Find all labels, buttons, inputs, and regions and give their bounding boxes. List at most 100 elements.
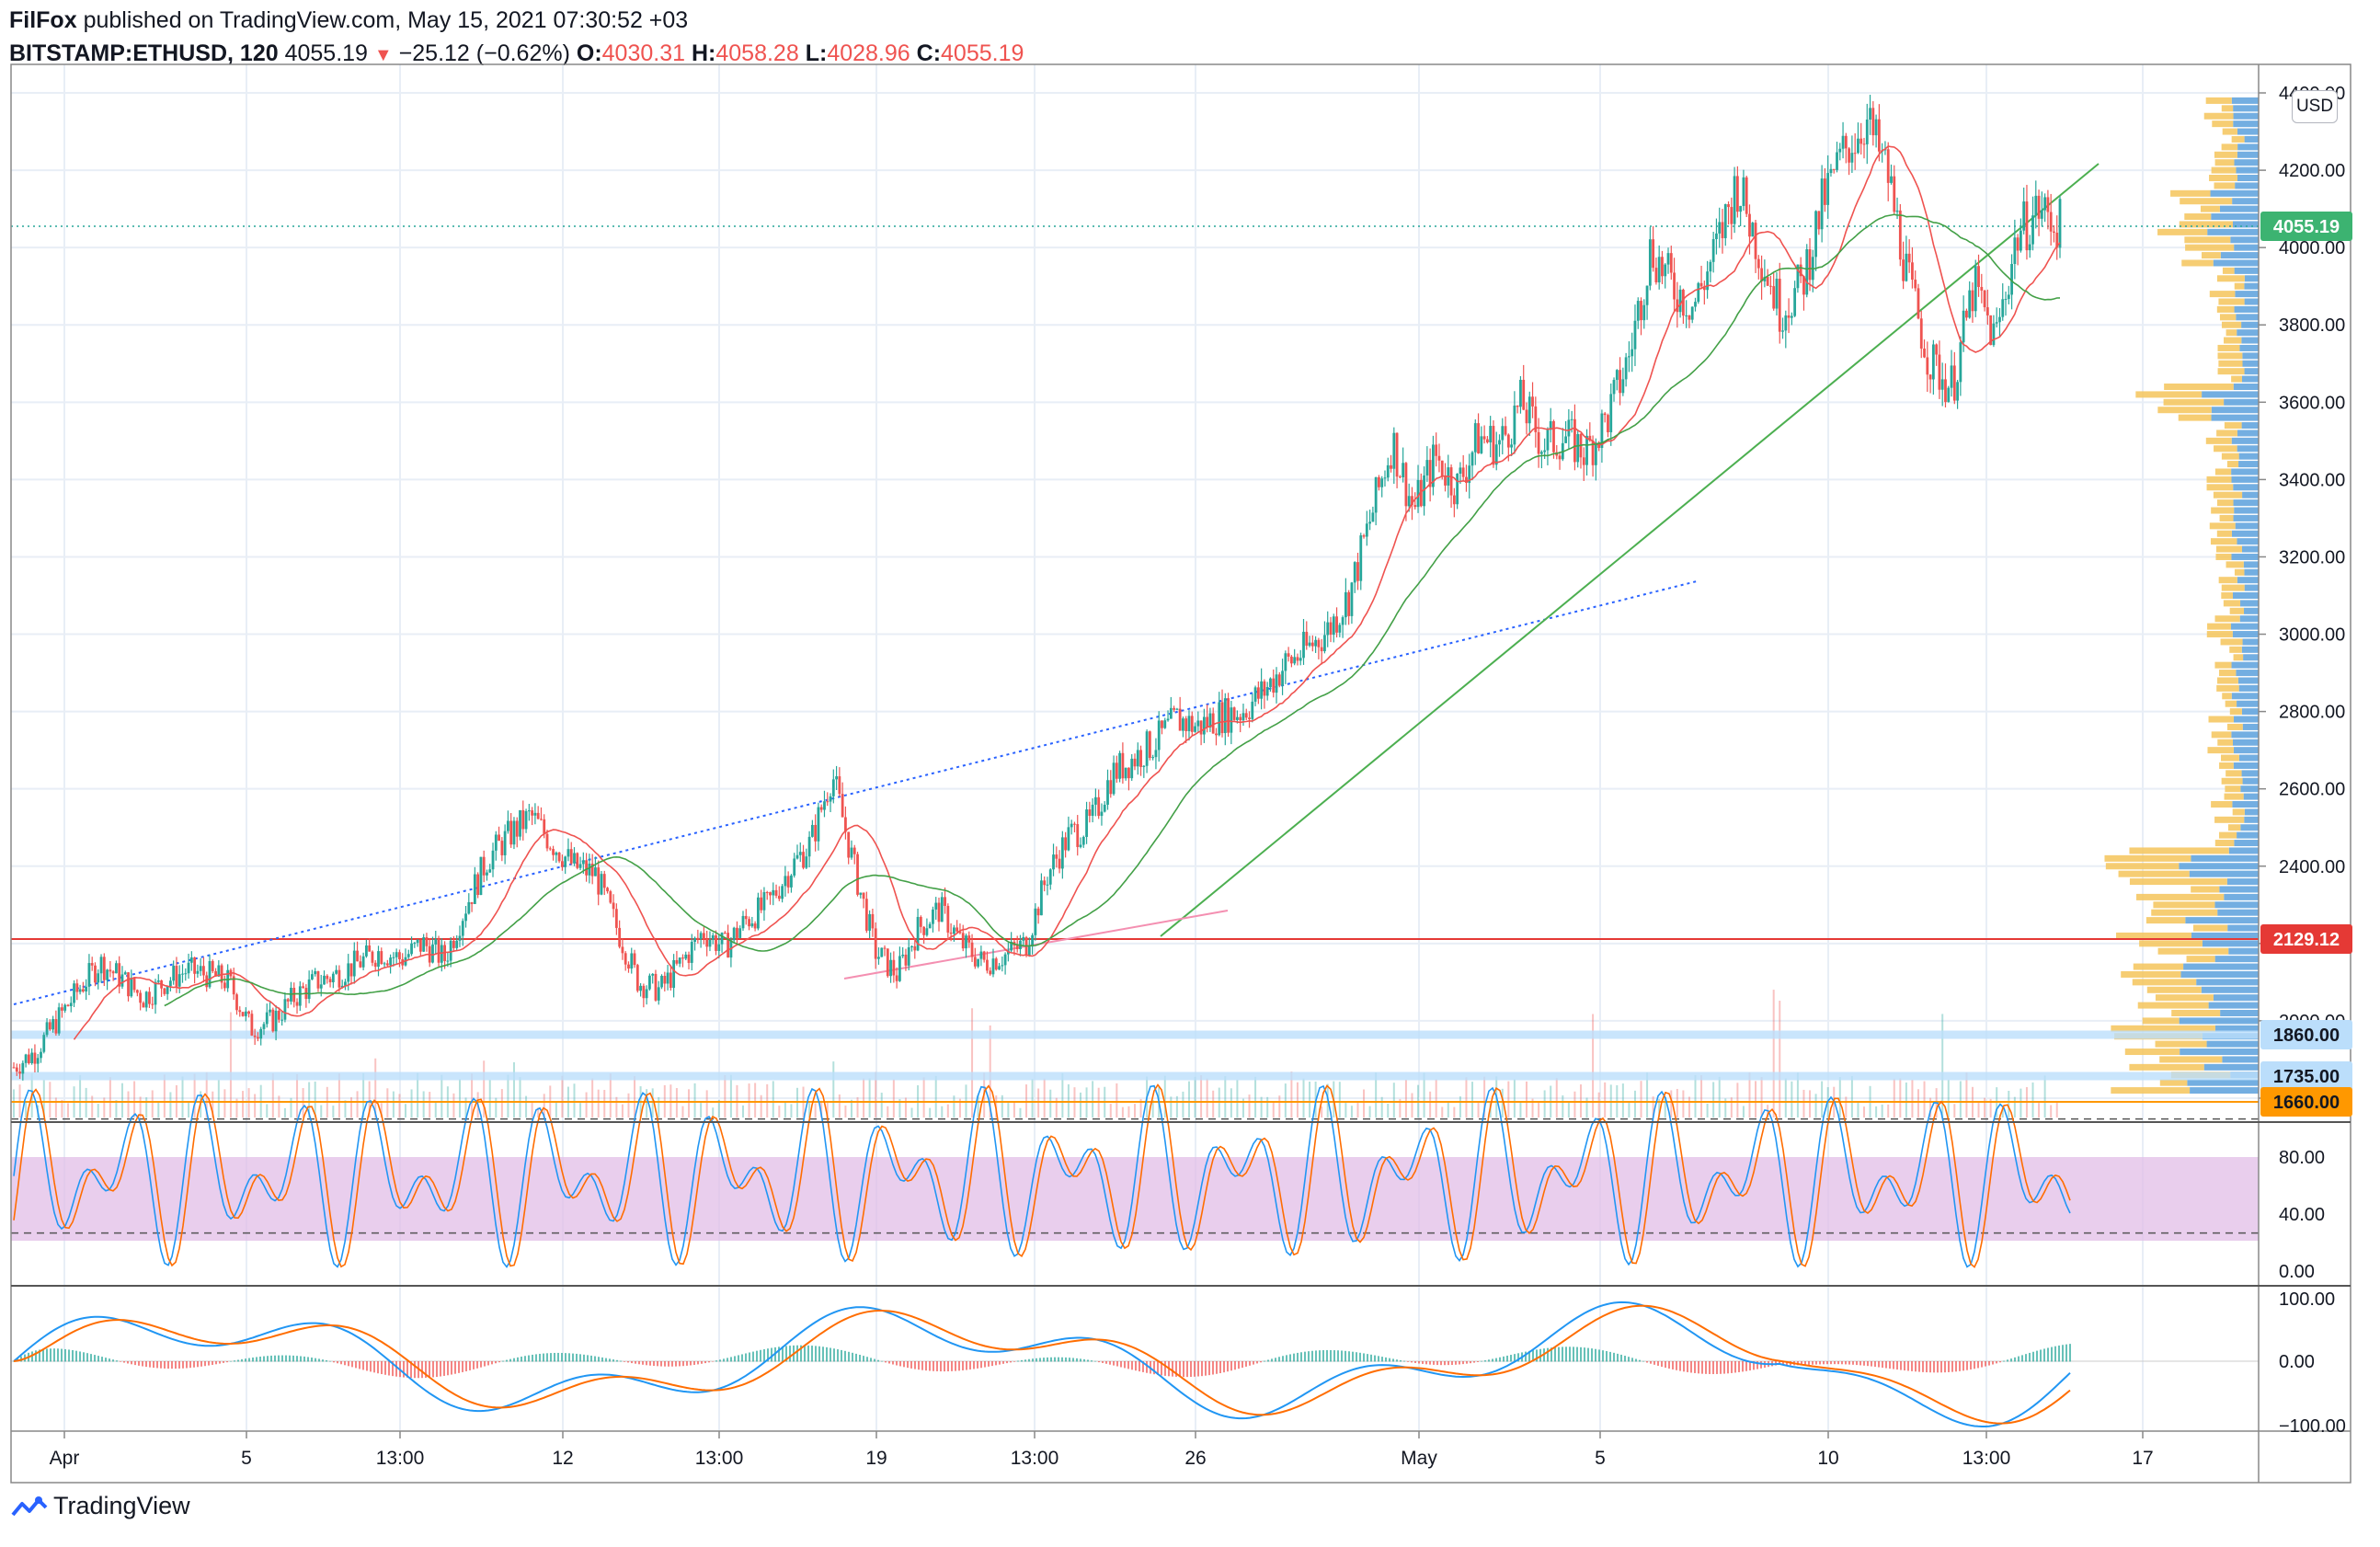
volume-profile-buy [2232, 198, 2259, 205]
volume-profile-sell [2146, 986, 2202, 993]
macd-histogram-bar [1256, 1361, 1258, 1364]
macd-histogram-bar [1219, 1361, 1221, 1373]
macd-histogram-bar [1536, 1349, 1538, 1362]
volume-bar [1513, 1079, 1516, 1117]
volume-profile-buy [2237, 329, 2259, 337]
macd-histogram-bar [432, 1361, 434, 1378]
candle-body [1657, 257, 1661, 283]
volume-bar [1977, 1102, 1980, 1117]
macd-histogram-bar [1127, 1361, 1129, 1369]
candle-body [581, 860, 585, 865]
candle-body [1130, 758, 1134, 779]
macd-histogram-bar [1135, 1361, 1137, 1371]
macd-histogram-bar [1779, 1361, 1780, 1365]
volume-profile-sell [2137, 1002, 2209, 1009]
candle-body [422, 937, 426, 952]
volume-bar [1272, 1102, 1275, 1117]
macd-histogram-bar [1848, 1361, 1850, 1365]
volume-bar [512, 1061, 515, 1117]
macd-histogram-bar [966, 1361, 967, 1370]
volume-profile-buy [2190, 1087, 2259, 1094]
volume-profile-buy [2187, 1079, 2259, 1086]
candle-body [1175, 708, 1179, 710]
volume-bar [115, 1100, 118, 1117]
macd-histogram-bar [988, 1361, 990, 1367]
macd-histogram-bar [61, 1348, 63, 1362]
macd-histogram-bar [1749, 1361, 1751, 1371]
volume-bar [91, 1095, 94, 1117]
macd-histogram-bar [1808, 1361, 1810, 1365]
candle-body [786, 876, 790, 888]
volume-bar [705, 1090, 708, 1117]
macd-histogram-bar [204, 1361, 206, 1367]
macd-histogram-bar [1407, 1361, 1409, 1362]
volume-bar [1350, 1106, 1353, 1117]
candle-body [958, 931, 962, 934]
volume-bar [958, 1098, 961, 1117]
volume-bar [1230, 1088, 1232, 1117]
macd-histogram-bar [440, 1361, 441, 1377]
candle-body [928, 923, 932, 929]
macd-histogram-bar [410, 1361, 412, 1379]
price-tick-label: 3400.00 [2279, 470, 2345, 490]
macd-histogram-bar [1907, 1361, 1909, 1371]
candle-body [349, 963, 353, 977]
candle-body [1241, 713, 1245, 721]
candle-body [1607, 415, 1609, 432]
price-tick-label: 3600.00 [2279, 393, 2345, 413]
candle-body [986, 959, 989, 971]
macd-histogram-bar [1459, 1361, 1460, 1365]
candle-body [1317, 639, 1321, 647]
volume-profile-buy [2213, 259, 2259, 267]
candle-body [1631, 349, 1634, 357]
macd-histogram-bar [1013, 1361, 1015, 1362]
volume-profile-sell [2221, 754, 2239, 762]
candle-body [1688, 315, 1691, 320]
candle-body [1775, 279, 1779, 309]
volume-bar [1001, 1094, 1003, 1117]
currency-button[interactable]: USD [2292, 90, 2338, 123]
candle-body [398, 952, 401, 959]
macd-histogram-bar [855, 1353, 857, 1362]
candle-body [1232, 707, 1236, 720]
volume-profile-buy [2242, 723, 2259, 730]
candle-body [476, 874, 480, 896]
volume-profile-sell [2221, 143, 2238, 151]
volume-bar [1562, 1094, 1564, 1117]
macd-histogram-bar [1753, 1361, 1755, 1370]
symbol-label[interactable]: BITSTAMP:ETHUSD, 120 [9, 40, 279, 66]
macd-histogram-bar [1322, 1350, 1324, 1362]
volume-bar [61, 1099, 63, 1117]
macd-histogram-bar [1282, 1356, 1284, 1362]
macd-histogram-bar [881, 1360, 883, 1362]
publisher-name[interactable]: FilFox [9, 7, 77, 33]
volume-profile-sell [2202, 252, 2221, 259]
macd-tick-label: 100.00 [2279, 1289, 2335, 1310]
tradingview-branding[interactable]: TradingView [11, 1492, 190, 1520]
candle-body [1576, 433, 1580, 463]
volume-bar [772, 1081, 774, 1117]
level-badge-1735: 1735.00 [2273, 1067, 2340, 1087]
stochastic-lines [11, 1083, 2259, 1268]
macd-histogram-bar [1477, 1361, 1479, 1362]
candle-body [1619, 370, 1621, 394]
macd-histogram-bar [1871, 1361, 1872, 1367]
candle-body [1893, 176, 1896, 212]
candle-body [1444, 476, 1447, 486]
candle-body [989, 970, 992, 975]
candle-body [1664, 264, 1667, 277]
candle-body [2016, 237, 2020, 251]
volume-profile-buy [2219, 886, 2259, 893]
candle-body [723, 933, 727, 934]
candle-body [51, 1019, 54, 1030]
macd-histogram-bar [2003, 1360, 2005, 1362]
macd-histogram-bar [1723, 1361, 1725, 1374]
macd-histogram-bar [1720, 1361, 1722, 1374]
volume-bar [717, 1099, 720, 1117]
macd-histogram-bar [1576, 1346, 1578, 1362]
candle-body [1277, 674, 1281, 686]
volume-bar [1404, 1080, 1407, 1117]
macd-histogram-bar [333, 1361, 335, 1363]
volume-bar [1031, 1079, 1034, 1117]
